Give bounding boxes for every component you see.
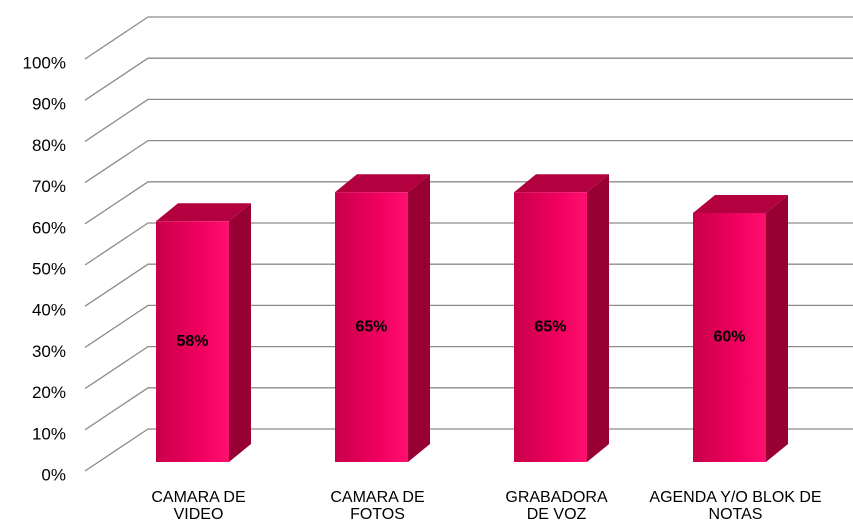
bar: [335, 192, 408, 462]
bar-side: [766, 195, 788, 462]
y-tick-label: 30%: [32, 342, 66, 361]
grid-line: [84, 428, 853, 472]
grid-line: [84, 222, 853, 266]
grid-line: [84, 98, 853, 142]
grid-line: [84, 387, 853, 431]
y-tick-label: 90%: [32, 95, 66, 114]
bar-top: [335, 174, 430, 193]
grid-line: [84, 57, 853, 101]
x-tick-label: CAMARA DE VIDEO: [151, 489, 246, 523]
grid-line: [84, 16, 853, 60]
y-tick-label: 80%: [32, 136, 66, 155]
x-tick-label: AGENDA Y/O BLOK DE NOTAS: [649, 489, 822, 523]
y-tick-label: 0%: [41, 465, 66, 484]
data-label: 65%: [355, 318, 387, 335]
y-tick-label: 100%: [23, 53, 66, 72]
y-tick-label: 40%: [32, 301, 66, 320]
data-label: 60%: [713, 329, 745, 346]
x-tick-label: GRABADORA DE VOZ: [505, 489, 608, 523]
bar: [156, 221, 229, 462]
bar-side: [229, 203, 251, 463]
y-tick-label: 10%: [32, 424, 66, 443]
y-tick-label: 20%: [32, 383, 66, 402]
x-tick-label: CAMARA DE FOTOS: [330, 489, 425, 523]
bar-top: [514, 174, 609, 193]
bar: [693, 213, 766, 462]
y-tick-label: 50%: [32, 259, 66, 278]
grid-line: [84, 181, 853, 225]
grid-line: [84, 304, 853, 348]
y-tick-label: 60%: [32, 218, 66, 237]
data-label: 65%: [534, 318, 566, 335]
bar-side: [587, 174, 609, 462]
bar-top: [693, 195, 788, 213]
grid-line: [84, 345, 853, 390]
bar: [514, 192, 587, 462]
grid-line: [84, 139, 853, 184]
y-tick-label: 70%: [32, 177, 66, 196]
grid-line: [84, 263, 853, 307]
data-label: 58%: [176, 333, 208, 350]
bar-side: [408, 174, 430, 462]
bar-top: [156, 203, 251, 222]
